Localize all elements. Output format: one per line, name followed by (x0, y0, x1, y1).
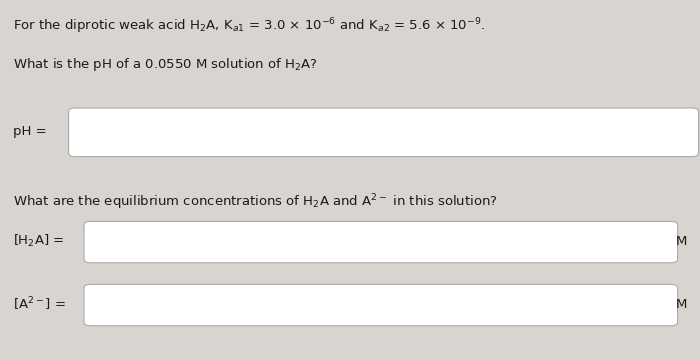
FancyBboxPatch shape (84, 284, 678, 326)
Text: [A$^{2-}$] =: [A$^{2-}$] = (13, 296, 66, 313)
FancyBboxPatch shape (69, 108, 699, 157)
Text: pH =: pH = (13, 125, 46, 138)
Text: M: M (676, 235, 687, 248)
Text: M: M (676, 298, 687, 311)
FancyBboxPatch shape (84, 221, 678, 263)
Text: What are the equilibrium concentrations of H$_2$A and A$^{2-}$ in this solution?: What are the equilibrium concentrations … (13, 193, 498, 212)
Text: For the diprotic weak acid H$_2$A, K$_{a1}$ = 3.0 $\times$ 10$^{-6}$ and K$_{a2}: For the diprotic weak acid H$_2$A, K$_{a… (13, 16, 484, 36)
Text: [H$_2$A] =: [H$_2$A] = (13, 233, 64, 249)
Text: What is the pH of a 0.0550 M solution of H$_2$A?: What is the pH of a 0.0550 M solution of… (13, 56, 318, 73)
